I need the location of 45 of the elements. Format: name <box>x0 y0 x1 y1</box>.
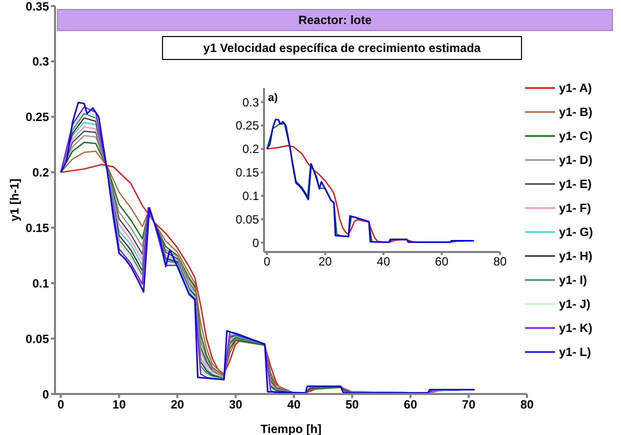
y-tick-label: 0.2 <box>242 142 260 156</box>
legend-label: y1- A) <box>559 81 592 95</box>
y-tick-label: 0.3 <box>242 95 260 110</box>
legend-label: y1- L) <box>559 345 592 359</box>
y-tick-label: 0.05 <box>236 212 260 226</box>
y-tick-label: 0.1 <box>242 189 260 204</box>
x-tick-label: 30 <box>228 398 243 412</box>
x-tick-label: 40 <box>287 398 301 412</box>
x-tick-label: 60 <box>435 254 449 269</box>
x-tick-label: 60 <box>404 398 418 412</box>
y-tick-label: 0 <box>252 236 260 250</box>
legend-label: y1- G) <box>559 225 594 239</box>
y-axis-title: y1 [h-1] <box>7 178 22 222</box>
y-tick-label: 0.3 <box>32 54 50 69</box>
legend-label: y1- C) <box>559 129 592 143</box>
x-tick-label: 20 <box>170 398 184 412</box>
legend-label: y1- F) <box>559 201 592 215</box>
y-tick-label: 0 <box>42 387 50 402</box>
x-tick-label: 20 <box>318 254 332 269</box>
legend-label: y1- J) <box>559 297 590 311</box>
y-tick-label: 0.05 <box>26 332 50 346</box>
legend-label: y1- D) <box>559 153 592 167</box>
subtitle-box: y1 Velocidad específica de crecimiento estimada <box>162 36 522 60</box>
legend-label: y1- H) <box>559 249 592 263</box>
x-tick-label: 0 <box>264 254 271 269</box>
x-tick-label: 0 <box>57 398 64 412</box>
x-tick-label: 70 <box>462 398 476 412</box>
x-tick-label: 50 <box>346 398 360 412</box>
legend-label: y1- B) <box>559 105 592 119</box>
annotation: a) <box>268 92 278 104</box>
legend-label: y1- K) <box>559 321 592 335</box>
x-tick-label: 80 <box>493 254 507 269</box>
x-tick-label: 10 <box>112 398 126 412</box>
y-tick-label: 0.15 <box>236 166 260 180</box>
y-tick-label: 0.25 <box>236 118 260 133</box>
x-tick-label: 40 <box>376 254 390 269</box>
y-tick-label: 0.2 <box>32 166 50 180</box>
y-tick-label: 0.35 <box>26 0 50 14</box>
legend-label: y1- I) <box>559 273 588 287</box>
x-tick-label: 80 <box>520 398 534 412</box>
legend-label: y1- E) <box>559 177 592 191</box>
y-tick-label: 0.15 <box>26 220 50 235</box>
y-tick-label: 0.1 <box>32 276 50 290</box>
y-tick-label: 0.25 <box>26 110 50 124</box>
title-banner: Reactor: lote <box>57 9 613 31</box>
